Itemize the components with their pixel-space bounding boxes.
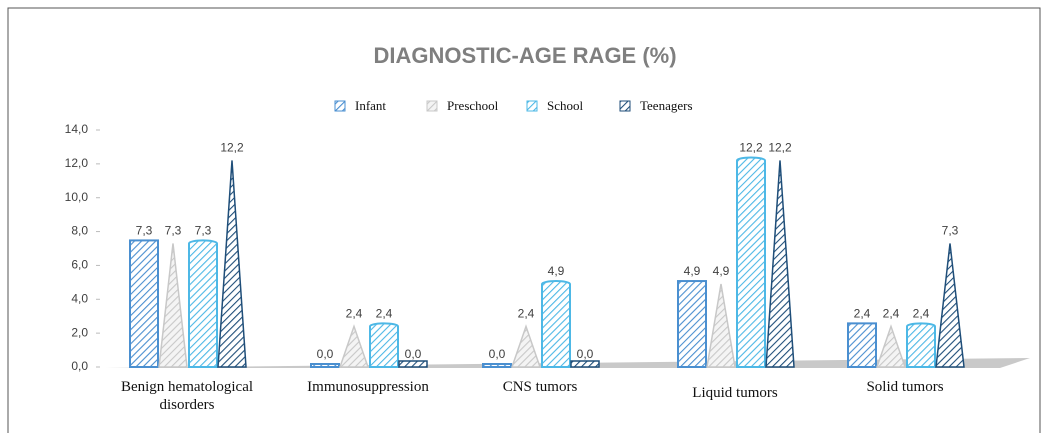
data-label: 2,4	[376, 307, 393, 321]
data-label: 12,2	[220, 141, 244, 155]
cylinder	[906, 322, 936, 368]
legend-label: Preschool	[447, 98, 499, 113]
data-label: 12,2	[768, 141, 792, 155]
cone	[875, 324, 907, 368]
y-tick-label: 2,0	[71, 325, 88, 339]
data-label: 12,2	[739, 141, 763, 155]
pyramid	[765, 160, 795, 368]
data-label: 4,9	[548, 264, 565, 278]
data-label: 4,9	[713, 264, 730, 278]
y-tick-label: 4,0	[71, 291, 88, 305]
y-tick-label: 6,0	[71, 258, 88, 272]
data-label: 7,3	[195, 224, 212, 238]
data-label: 2,4	[913, 307, 930, 321]
x-tick-label: CNS tumors	[502, 379, 578, 395]
bar	[129, 239, 159, 369]
cone	[338, 324, 370, 368]
pyramid	[217, 160, 247, 368]
pyramid	[935, 243, 965, 368]
legend-swatch	[526, 100, 538, 112]
cylinder	[188, 239, 218, 368]
x-tick-label: Benign hematological disorders	[120, 379, 254, 413]
bar	[677, 280, 707, 368]
y-tick-label: 8,0	[71, 224, 88, 238]
cylinder	[369, 322, 399, 368]
legend-swatch	[426, 100, 438, 112]
chart-frame	[7, 7, 1041, 433]
data-label: 7,3	[165, 224, 182, 238]
legend-swatch	[619, 100, 631, 112]
data-label: 4,9	[684, 264, 701, 278]
legend-swatch	[334, 100, 346, 112]
data-label: 7,3	[942, 224, 959, 238]
data-label: 7,3	[136, 224, 153, 238]
data-label: 0,0	[405, 347, 422, 361]
cylinder	[541, 280, 571, 368]
data-label: 0,0	[489, 347, 506, 361]
legend-label: Infant	[355, 98, 386, 113]
data-label: 2,4	[346, 307, 363, 321]
legend-label: School	[547, 98, 584, 113]
cone	[706, 283, 736, 368]
data-label: 2,4	[518, 307, 535, 321]
legend-label: Teenagers	[640, 98, 693, 113]
x-tick-label: Solid tumors	[866, 379, 944, 395]
pyramid	[398, 360, 428, 368]
x-tick-label: Immunosuppression	[307, 379, 429, 395]
bar	[310, 363, 340, 368]
data-label: 2,4	[854, 307, 871, 321]
data-label: 0,0	[577, 347, 594, 361]
y-tick-label: 12,0	[65, 156, 89, 170]
bar	[847, 322, 877, 368]
pyramid	[570, 360, 600, 368]
cylinder	[736, 156, 766, 368]
x-tick-label: Liquid tumors	[692, 385, 778, 401]
y-tick-label: 0,0	[71, 359, 88, 373]
bar	[482, 363, 512, 368]
data-label: 2,4	[883, 307, 900, 321]
y-tick-label: 10,0	[65, 190, 89, 204]
cone	[510, 324, 542, 368]
y-tick-label: 14,0	[65, 122, 89, 136]
data-label: 0,0	[317, 347, 334, 361]
chart-title: DIAGNOSTIC-AGE RAGE (%)	[373, 43, 676, 68]
cone	[158, 243, 188, 368]
